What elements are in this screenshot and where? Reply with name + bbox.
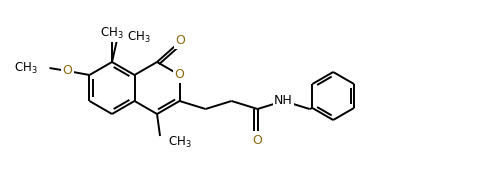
Text: O: O xyxy=(252,134,263,147)
Text: O: O xyxy=(175,35,185,48)
Text: NH: NH xyxy=(274,95,293,108)
Text: CH$_3$: CH$_3$ xyxy=(100,25,124,41)
Text: CH$_3$: CH$_3$ xyxy=(168,134,191,150)
Text: CH$_3$: CH$_3$ xyxy=(127,29,151,45)
Text: CH$_3$: CH$_3$ xyxy=(14,61,37,76)
Text: O: O xyxy=(175,69,185,82)
Text: O: O xyxy=(62,64,72,77)
